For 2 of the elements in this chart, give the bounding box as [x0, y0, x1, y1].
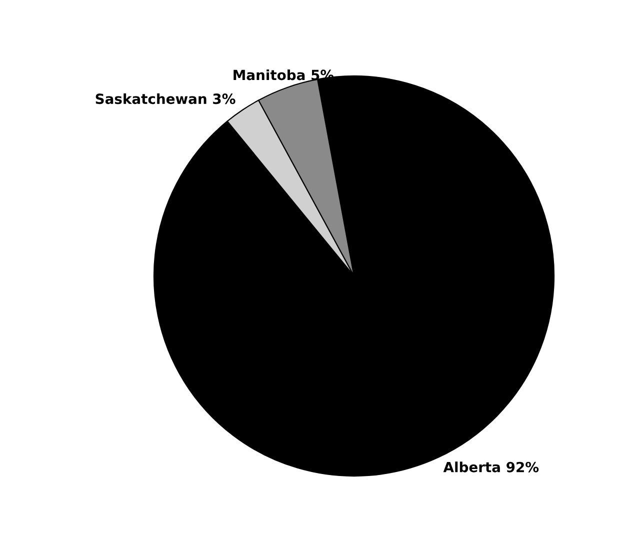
slice-label: Alberta 92%: [443, 462, 539, 472]
slice-label: Saskatchewan 3%: [96, 93, 236, 104]
